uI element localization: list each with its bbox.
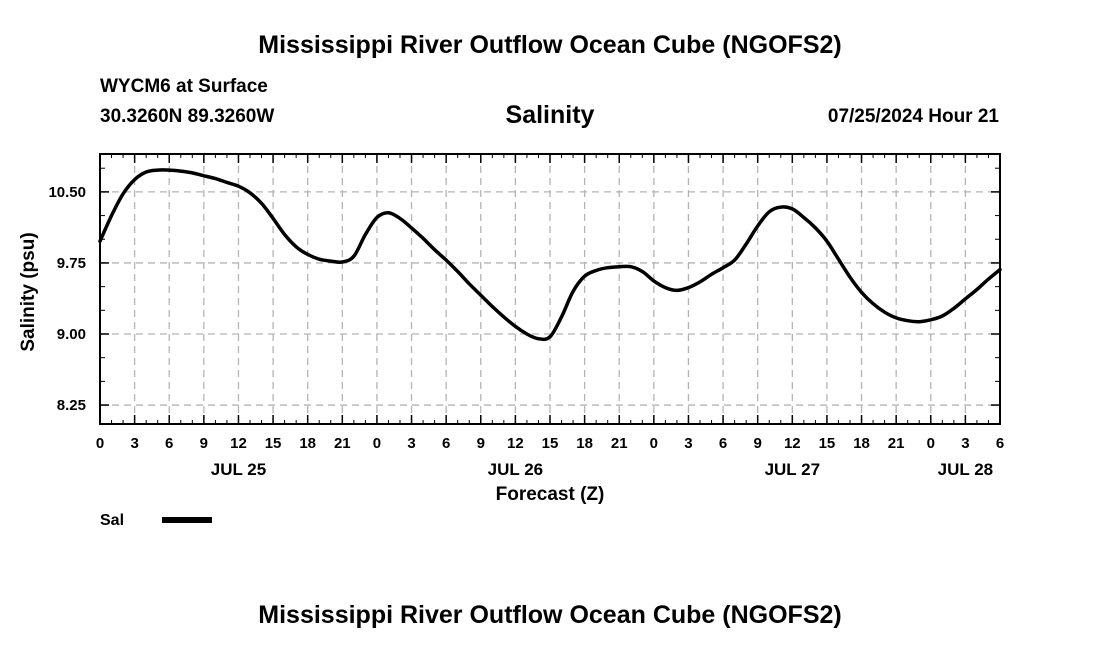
date-label: JUL 28 [938, 460, 993, 479]
x-tick-label: 0 [373, 435, 381, 452]
x-axis-label: Forecast (Z) [496, 484, 605, 505]
date-label: JUL 25 [211, 460, 266, 479]
date-label: JUL 27 [765, 460, 820, 479]
y-tick-label: 9.00 [57, 326, 86, 343]
x-tick-label: 9 [754, 435, 762, 452]
x-tick-label: 3 [961, 435, 969, 452]
x-tick-label: 3 [684, 435, 692, 452]
x-tick-label: 6 [719, 435, 727, 452]
axis-label-layer: 0 3 6 9 12 15 18 21 0 3 6 9 12 15 18 21 0 3 6 9 12 15 18 21 0 3 6 8… [48, 184, 1004, 479]
date-label: JUL 26 [488, 460, 543, 479]
x-tick-label: 18 [299, 435, 316, 452]
x-tick-label: 21 [888, 435, 905, 452]
x-tick-label: 12 [230, 435, 247, 452]
forecast-timestamp: 07/25/2024 Hour 21 [827, 106, 999, 127]
x-tick-label: 21 [611, 435, 628, 452]
chart-main-title: Mississippi River Outflow Ocean Cube (NG… [258, 31, 842, 59]
x-tick-label: 21 [334, 435, 351, 452]
x-tick-label: 9 [200, 435, 208, 452]
chart-variable-title: Salinity [505, 101, 595, 129]
x-tick-label: 9 [477, 435, 485, 452]
x-tick-label: 15 [265, 435, 282, 452]
grid-layer [100, 154, 1000, 424]
y-axis-label: Salinity (psu) [18, 232, 39, 351]
x-tick-label: 12 [507, 435, 524, 452]
footer-title: Mississippi River Outflow Ocean Cube (NG… [258, 601, 842, 629]
legend-label: Sal [100, 512, 124, 529]
x-tick-label: 0 [96, 435, 104, 452]
y-tick-label: 10.50 [48, 184, 86, 201]
y-tick-label: 8.25 [57, 397, 86, 414]
x-tick-label: 18 [576, 435, 593, 452]
x-tick-label: 6 [996, 435, 1004, 452]
x-tick-label: 3 [130, 435, 138, 452]
station-label: WYCM6 at Surface [100, 76, 268, 97]
x-tick-label: 0 [927, 435, 935, 452]
x-tick-label: 18 [853, 435, 870, 452]
x-tick-label: 0 [650, 435, 658, 452]
plot-frame [99, 153, 1001, 425]
station-coordinates: 30.3260N 89.3260W [100, 106, 275, 127]
x-tick-label: 12 [784, 435, 801, 452]
salinity-series-line [98, 168, 1002, 342]
y-tick-label: 9.75 [57, 255, 86, 272]
x-tick-label: 6 [442, 435, 450, 452]
x-tick-label: 15 [819, 435, 836, 452]
x-tick-label: 15 [542, 435, 559, 452]
x-tick-label: 6 [165, 435, 173, 452]
x-tick-label: 3 [407, 435, 415, 452]
